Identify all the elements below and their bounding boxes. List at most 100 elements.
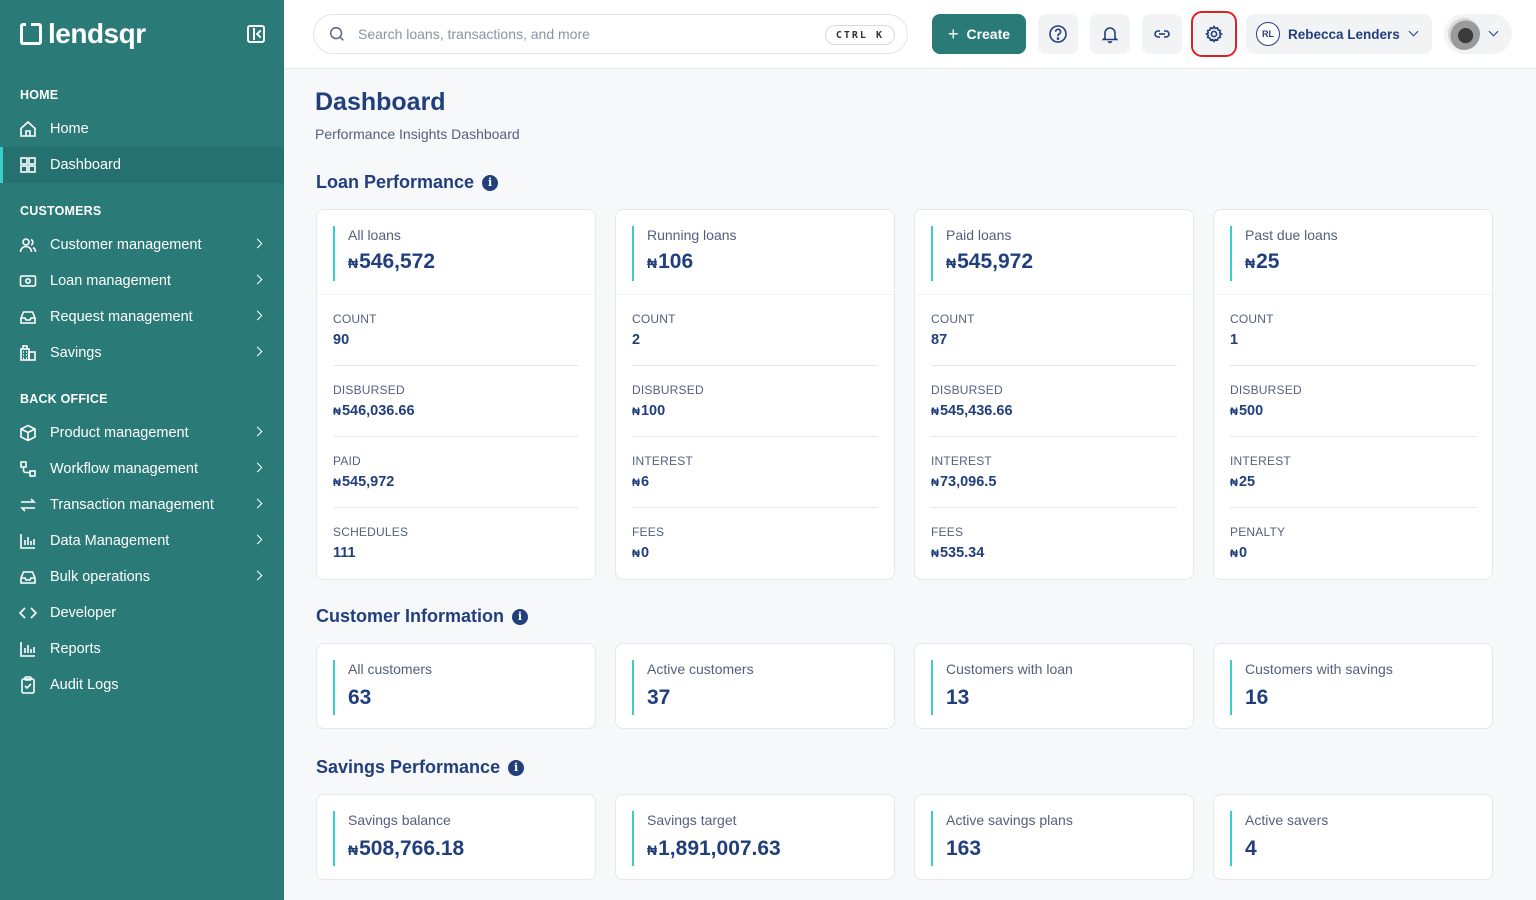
logo-text: lendsqr: [48, 18, 146, 49]
loan-card-past-due-loans: Past due loans ₦25 COUNT 1 DISBURSED ₦500 INTE…: [1213, 209, 1493, 580]
top-bar: CTRL K + Create RL Rebecca Lenders: [284, 0, 1536, 69]
sidebar-item-dashboard[interactable]: Dashboard: [0, 147, 284, 183]
card-value: 13: [946, 686, 1177, 710]
stat-value-text: 6: [640, 474, 650, 490]
card-value-text: 1,891,007.63: [658, 837, 781, 860]
workflow-icon: [18, 459, 38, 479]
naira-symbol: ₦: [946, 255, 957, 271]
stat-label: PENALTY: [1230, 525, 1286, 539]
stat-paid: PAID ₦545,972: [333, 437, 579, 508]
sidebar-item-request-management[interactable]: Request management: [0, 299, 284, 335]
sidebar-item-workflow-management[interactable]: Workflow management: [0, 451, 284, 487]
card-label: Customers with savings: [1245, 661, 1393, 677]
naira-symbol: ₦: [348, 255, 359, 271]
card-label: Savings balance: [348, 812, 451, 828]
card-value-text: 37: [647, 686, 671, 709]
avatar: [1448, 18, 1480, 50]
stat-value: ₦545,972: [333, 474, 579, 490]
sidebar-item-label: Request management: [50, 309, 193, 325]
stat-label: SCHEDULES: [333, 525, 409, 539]
card-value-text: 16: [1245, 686, 1269, 709]
info-icon[interactable]: i: [512, 608, 529, 625]
user-menu[interactable]: RL Rebecca Lenders: [1246, 14, 1432, 54]
card-value: 4: [1245, 837, 1476, 861]
sidebar-item-home[interactable]: Home: [0, 111, 284, 147]
stat-value: 111: [333, 545, 579, 561]
card-header: Paid loans ₦545,972: [915, 210, 1193, 295]
stat-disbursed: DISBURSED ₦546,036.66: [333, 366, 579, 437]
loan-card-running-loans: Running loans ₦106 COUNT 2 DISBURSED ₦100 INTE…: [615, 209, 895, 580]
sidebar-item-label: Data Management: [50, 533, 170, 549]
stat-value-text: 25: [1238, 474, 1256, 490]
info-icon[interactable]: i: [482, 174, 499, 191]
stat-label: FEES: [632, 525, 665, 539]
info-icon[interactable]: i: [508, 759, 525, 776]
naira-symbol: ₦: [647, 255, 658, 271]
sidebar-item-transaction-management[interactable]: Transaction management: [0, 487, 284, 523]
savings-card-savings-balance: Savings balance ₦508,766.18: [316, 794, 596, 880]
search-bar[interactable]: CTRL K: [313, 14, 908, 54]
sidebar-item-customer-management[interactable]: Customer management: [0, 227, 284, 263]
loan-card-paid-loans: Paid loans ₦545,972 COUNT 87 DISBURSED ₦545,4…: [914, 209, 1194, 580]
chevron-right-icon: [252, 426, 263, 437]
chevron-right-icon: [252, 238, 263, 249]
card-label: Active customers: [647, 661, 754, 677]
help-button[interactable]: [1038, 14, 1078, 54]
customer-information-title: Customer Information i: [316, 606, 529, 627]
stat-value: 87: [931, 332, 1177, 348]
chevron-right-icon: [252, 534, 263, 545]
stat-value-text: 546,036.66: [341, 403, 415, 419]
card-accent: Active savers 4: [1230, 811, 1476, 866]
card-header: Past due loans ₦25: [1214, 210, 1492, 295]
avatar-menu[interactable]: [1444, 14, 1512, 54]
card-value-text: 106: [658, 250, 694, 273]
logo-mark-icon: [20, 23, 42, 45]
sidebar-item-product-management[interactable]: Product management: [0, 415, 284, 451]
notifications-button[interactable]: [1090, 14, 1130, 54]
stat-value: 1: [1230, 332, 1476, 348]
clipboard-icon: [18, 675, 38, 695]
stat-label: COUNT: [632, 312, 676, 326]
sidebar-item-data-management[interactable]: Data Management: [0, 523, 284, 559]
naira-symbol: ₦: [1230, 406, 1238, 418]
chevron-down-icon: [1488, 26, 1499, 37]
customer-card-customers-with-savings: Customers with savings 16: [1213, 643, 1493, 729]
section-title-text: Loan Performance: [316, 172, 475, 192]
link-icon: [1154, 30, 1170, 38]
savings-card-active-savings-plans: Active savings plans 163: [914, 794, 1194, 880]
sidebar-item-developer[interactable]: Developer: [0, 595, 284, 631]
naira-symbol: ₦: [632, 406, 640, 418]
sidebar-item-audit-logs[interactable]: Audit Logs: [0, 667, 284, 703]
naira-symbol: ₦: [333, 406, 341, 418]
search-input[interactable]: [358, 26, 798, 42]
gear-icon: [1205, 25, 1223, 43]
create-button[interactable]: + Create: [932, 14, 1026, 54]
sidebar: lendsqr HOME Home Dashboard CUSTOMERS Custom…: [0, 0, 284, 900]
stat-interest: INTEREST ₦25: [1230, 437, 1476, 508]
savings-performance-title: Savings Performance i: [316, 757, 525, 778]
lendsqr-logo[interactable]: lendsqr: [20, 18, 146, 50]
stat-count: COUNT 2: [632, 295, 878, 366]
stat-value: 2: [632, 332, 878, 348]
sidebar-item-bulk-operations[interactable]: Bulk operations: [0, 559, 284, 595]
chevron-right-icon: [252, 462, 263, 473]
card-value: ₦25: [1245, 250, 1476, 274]
chevron-right-icon: [252, 310, 263, 321]
card-value-text: 508,766.18: [359, 837, 465, 860]
settings-button[interactable]: [1191, 11, 1237, 57]
stat-value: ₦0: [632, 545, 878, 561]
card-value: 163: [946, 837, 1177, 861]
loan-card-all-loans: All loans ₦546,572 COUNT 90 DISBURSED ₦546,03…: [316, 209, 596, 580]
loan-performance-title: Loan Performance i: [316, 172, 499, 193]
card-label: All loans: [348, 227, 401, 243]
sidebar-item-loan-management[interactable]: Loan management: [0, 263, 284, 299]
stat-value: ₦6: [632, 474, 878, 490]
link-button[interactable]: [1142, 14, 1182, 54]
sidebar-item-reports[interactable]: Reports: [0, 631, 284, 667]
sidebar-item-savings[interactable]: Savings: [0, 335, 284, 371]
card-accent: Active savings plans 163: [931, 811, 1177, 866]
chart-icon: [18, 531, 38, 551]
code-icon: [18, 603, 38, 623]
collapse-sidebar-icon[interactable]: [247, 25, 265, 43]
chart-icon: [18, 639, 38, 659]
